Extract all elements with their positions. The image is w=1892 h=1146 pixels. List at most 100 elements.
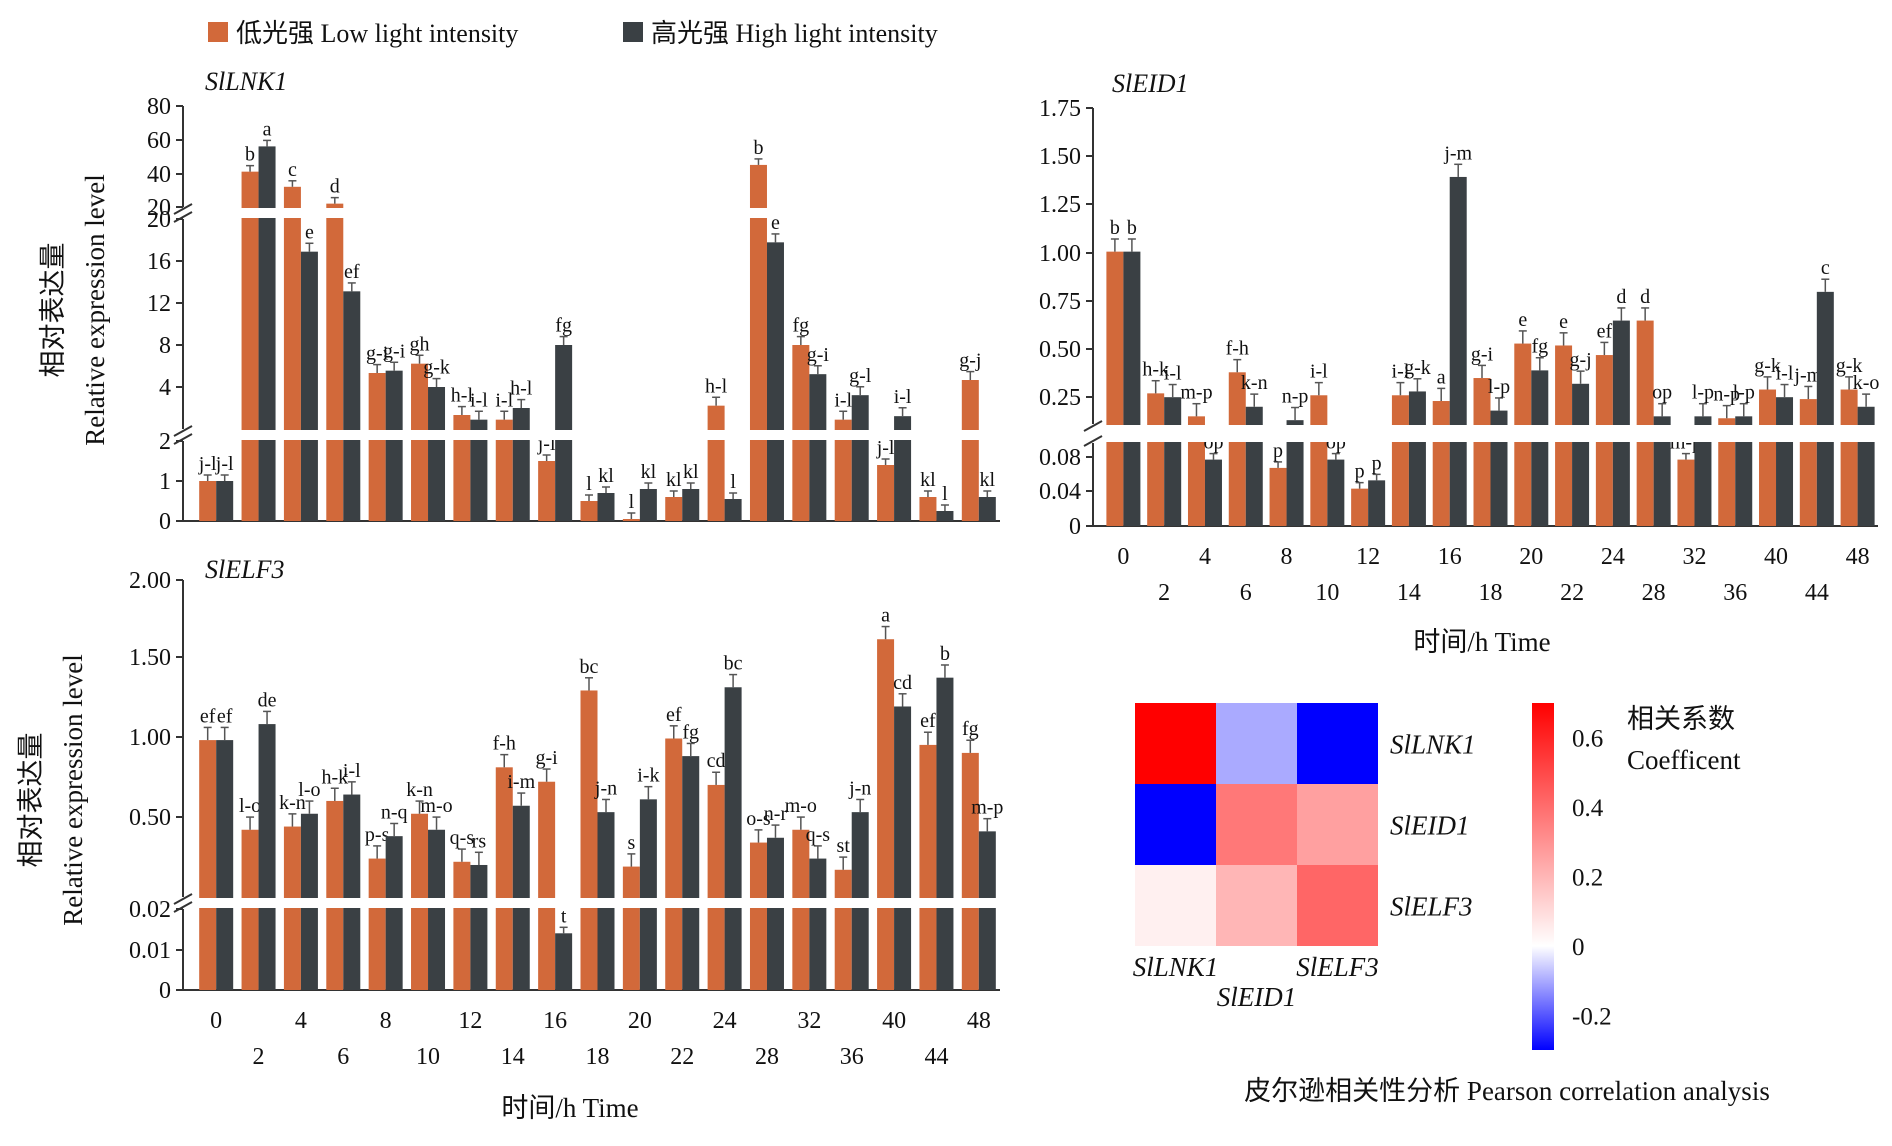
significance-letter: g-i (807, 344, 830, 366)
significance-letter: g-k (423, 357, 450, 379)
significance-letter: fg (682, 721, 699, 743)
significance-letter: e (1559, 311, 1568, 333)
significance-letter: i-l (894, 386, 912, 408)
bar-low (1351, 488, 1369, 526)
bar-low (283, 186, 301, 522)
significance-letter: g-i (366, 343, 389, 365)
bar-high (428, 387, 446, 521)
x-tick-label: 20 (628, 1008, 652, 1034)
significance-letter: e (1518, 309, 1527, 331)
heatmap-title: 皮尔逊相关性分析 Pearson correlation analysis (1244, 1076, 1770, 1106)
y-tick-label: 40 (147, 162, 171, 188)
significance-letter: i-l (1776, 363, 1794, 385)
bar-high (1123, 251, 1141, 527)
significance-letter: m-p (1180, 382, 1212, 404)
significance-letter: e (771, 212, 780, 234)
significance-letter: st (837, 835, 851, 857)
bar-low (622, 519, 640, 521)
bar-high (470, 419, 488, 521)
colorbar-tick-label: 0 (1572, 934, 1585, 961)
x-tick-label: 10 (1315, 580, 1339, 606)
significance-letter: j-l (198, 453, 217, 475)
axis-break-mark (173, 433, 193, 445)
significance-letter: i-l (1310, 361, 1328, 383)
axis-break-mark (173, 901, 193, 913)
y-tick-label: 4 (159, 375, 171, 401)
chart-slEID1: 0 0.04 0.08 0.25 0.50 0.75 1.00 1.25 1.50 1.75 b b 0… (1039, 96, 1879, 606)
y-tick-label: 16 (147, 249, 171, 275)
lnk1-ylabel-en: Relative expression level (80, 174, 110, 445)
heatmap-cell (1135, 784, 1216, 865)
heatmap-cell (1297, 703, 1378, 784)
bar-low (1391, 395, 1409, 526)
significance-letter: l-p (1692, 382, 1714, 404)
bar-high (682, 489, 700, 521)
bar-high (512, 805, 530, 990)
x-tick-label: 18 (586, 1044, 610, 1070)
x-tick-label: 36 (840, 1044, 864, 1070)
bar-high (809, 858, 827, 990)
colorbar (1532, 703, 1554, 1050)
x-tick-label: 18 (1479, 580, 1503, 606)
bar-low (1432, 401, 1450, 526)
bar-high (216, 481, 234, 521)
bar-high (682, 756, 700, 990)
axis-break-mark (173, 425, 193, 437)
bar-high (936, 677, 954, 990)
heatmap-row-label: SlLNK1 (1390, 730, 1476, 760)
bar-low (326, 203, 344, 521)
x-tick-label: 32 (1682, 544, 1706, 570)
bar-low (411, 363, 429, 521)
significance-letter: j-n (594, 777, 617, 799)
x-tick-label: 8 (1281, 544, 1293, 570)
significance-letter: g-j (959, 350, 981, 372)
significance-letter: c (1821, 257, 1830, 279)
significance-letter: l-o (298, 779, 320, 801)
axis-break-band (1103, 425, 1878, 442)
significance-letter: fg (1531, 336, 1548, 358)
x-tick-label: 40 (882, 1008, 906, 1034)
significance-letter: l (586, 473, 592, 495)
heatmap-col-label: SlLNK1 (1133, 952, 1219, 982)
heatmap-cell (1135, 865, 1216, 946)
bar-high (216, 740, 234, 990)
y-tick-label: 0.02 (129, 897, 171, 923)
y-tick-label: 1.75 (1039, 96, 1081, 122)
bar-high (724, 687, 742, 990)
x-tick-label: 0 (210, 1008, 222, 1034)
y-tick-label: 80 (147, 94, 171, 120)
heatmap-row-label: SlELF3 (1390, 892, 1473, 922)
heatmap-cell (1216, 784, 1297, 865)
significance-letter: ef (666, 704, 682, 726)
bar-high (343, 794, 361, 990)
y-tick-label: 0 (159, 978, 171, 1004)
significance-letter: i-m (507, 771, 535, 793)
bar-high (766, 242, 784, 522)
bar-high (936, 511, 954, 521)
bar-high (597, 493, 615, 521)
bar-high (978, 831, 996, 990)
y-tick-label: 1.00 (1039, 241, 1081, 267)
bar-high (809, 374, 827, 521)
significance-letter: j-m (1793, 364, 1822, 386)
y-tick-label: 0.08 (1039, 445, 1081, 471)
bar-high (766, 837, 784, 990)
lnk1-ylabel-cn: 相对表达量 (38, 243, 68, 378)
significance-letter: m-p (971, 797, 1003, 819)
bar-low (877, 639, 895, 990)
bar-high (1286, 420, 1304, 526)
bar-high (1816, 291, 1834, 526)
x-tick-label: 0 (1117, 544, 1129, 570)
bar-high (385, 836, 403, 990)
significance-letter: q-s (450, 827, 475, 849)
bar-low (1228, 372, 1246, 526)
bar-low (1147, 393, 1165, 526)
bar-low (665, 497, 683, 521)
bar-low (199, 481, 217, 521)
bar-high (258, 724, 276, 990)
bar-low (1269, 467, 1287, 526)
x-tick-label: 16 (1438, 544, 1462, 570)
bar-low (622, 866, 640, 990)
significance-letter: kl (598, 465, 614, 487)
significance-letter: l-p (1488, 376, 1510, 398)
